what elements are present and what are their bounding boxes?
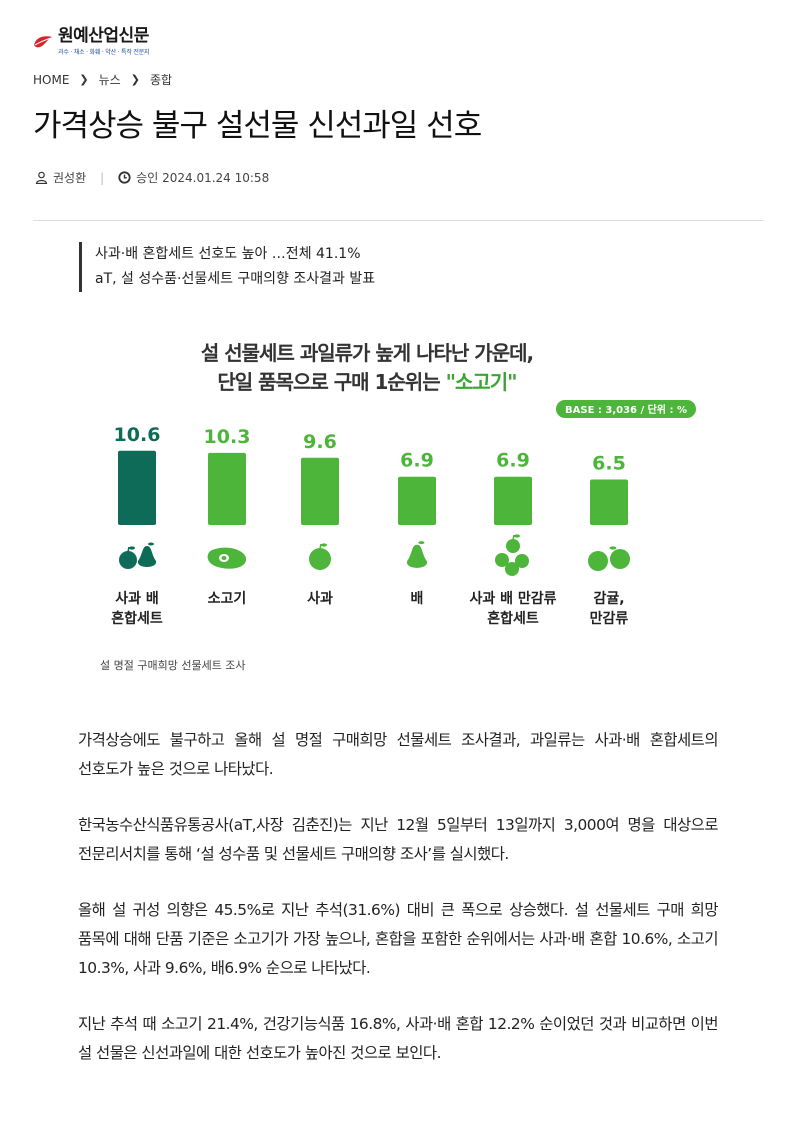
bar — [398, 476, 436, 525]
breadcrumb: HOME ❯ 뉴스 ❯ 종합 — [33, 71, 172, 88]
leaf-shape — [148, 542, 154, 546]
paragraph: 한국농수산식품유통공사(aT,사장 김춘진)는 지난 12월 5일부터 13일까… — [78, 816, 719, 863]
leaf-shape — [514, 534, 520, 538]
bar — [494, 476, 532, 525]
publish-datetime: 2024.01.24 10:58 — [162, 170, 270, 185]
leaf-shape — [418, 541, 425, 545]
leaf-shape — [321, 543, 327, 547]
pear-icon — [137, 546, 157, 567]
value-label: 10.3 — [204, 426, 251, 448]
author-name[interactable]: 권성환 — [53, 171, 87, 185]
breadcrumb-home[interactable]: HOME — [33, 72, 70, 87]
paragraph: 올해 설 귀성 의향은 45.5%로 지난 추석(31.6%) 대비 큰 폭으로… — [78, 901, 719, 977]
logo-tagline: 과수 · 채소 · 화훼 · 약산 · 특작 전문지 — [58, 49, 150, 56]
gift-preference-chart: 설 선물세트 과일류가 높게 나타난 가운데, 단일 품목으로 구매 1순위는 "… — [92, 318, 702, 648]
logo-name: 원예산업신문 — [58, 26, 149, 46]
value-label: 6.5 — [592, 453, 626, 475]
category-label: 감귤, — [593, 590, 624, 607]
header-divider — [33, 220, 763, 221]
article-body: 가격상승에도 불구하고 올해 설 명절 구매희망 선물세트 조사결과, 과일류는… — [78, 726, 719, 1095]
approved-label: 승인 — [136, 171, 159, 185]
subtitle-line: 사과·배 혼합세트 선호도 높아 …전체 41.1% — [95, 246, 361, 262]
user-icon — [35, 171, 48, 184]
article-subtitles: 사과·배 혼합세트 선호도 높아 …전체 41.1% aT, 설 성수품·선물세… — [79, 242, 375, 292]
clock-icon — [118, 171, 131, 184]
breadcrumb-section[interactable]: 종합 — [149, 73, 173, 87]
apple-icon — [309, 548, 331, 570]
base-note-pill — [556, 400, 696, 418]
category-label: 혼합세트 — [111, 610, 163, 627]
site-logo[interactable]: 원예산업신문 과수 · 채소 · 화훼 · 약산 · 특작 전문지 — [32, 26, 150, 56]
apple-icon — [119, 551, 137, 569]
beef-bone — [221, 556, 227, 560]
value-label: 9.6 — [303, 431, 337, 453]
breadcrumb-news[interactable]: 뉴스 — [98, 73, 121, 87]
leaf-shape — [129, 546, 135, 550]
meta-divider: | — [100, 170, 105, 185]
category-label: 배 — [411, 591, 424, 607]
category-label: 사과 — [307, 591, 333, 607]
category-label: 만감류 — [590, 610, 629, 627]
chart-title-line2: 단일 품목으로 구매 1순위는 "소고기" — [217, 370, 516, 394]
value-label: 6.9 — [400, 450, 434, 472]
article-meta: 권성환 | 승인 2024.01.24 10:58 — [35, 169, 269, 186]
category-label: 사과 배 만감류 — [469, 590, 556, 607]
paragraph: 가격상승에도 불구하고 올해 설 명절 구매희망 선물세트 조사결과, 과일류는… — [78, 731, 719, 778]
logo-leaf-icon — [32, 30, 54, 52]
paragraph: 지난 추석 때 소고기 21.4%, 건강기능식품 16.8%, 사과·배 혼합… — [78, 1015, 719, 1062]
stem-shape — [319, 543, 322, 550]
image-caption: 설 명절 구매희망 선물세트 조사 — [100, 659, 246, 672]
tangerine-shape — [588, 551, 608, 571]
value-label: 6.9 — [496, 450, 530, 472]
base-note: BASE : 3,036 / 단위 : % — [565, 403, 687, 416]
tangerine-shape — [495, 553, 509, 567]
bar — [118, 450, 156, 525]
category-label: 혼합세트 — [487, 610, 539, 627]
stem-shape — [127, 546, 130, 553]
chevron-right-icon: ❯ — [79, 73, 89, 86]
pear-icon — [406, 544, 428, 568]
apple-icon — [506, 539, 520, 553]
pear-shape — [515, 554, 529, 568]
stem-shape — [512, 534, 515, 541]
article-image: 설 선물세트 과일류가 높게 나타난 가운데, 단일 품목으로 구매 1순위는 "… — [92, 318, 702, 648]
apple-shape — [505, 562, 519, 576]
chart-title-line1: 설 선물세트 과일류가 높게 나타난 가운데, — [201, 341, 533, 365]
leaf-shape — [609, 546, 617, 550]
bar — [208, 452, 246, 525]
subtitle-line: aT, 설 성수품·선물세트 구매의향 조사결과 발표 — [95, 271, 376, 287]
value-label: 10.6 — [114, 424, 161, 446]
article-title: 가격상승 불구 설선물 신선과일 선호 — [33, 108, 482, 144]
category-label: 사과 배 — [115, 591, 159, 607]
bar — [590, 479, 628, 525]
tangerine-shape — [610, 549, 630, 569]
bar — [301, 457, 339, 525]
chevron-right-icon: ❯ — [130, 73, 140, 86]
category-label: 소고기 — [208, 591, 247, 607]
